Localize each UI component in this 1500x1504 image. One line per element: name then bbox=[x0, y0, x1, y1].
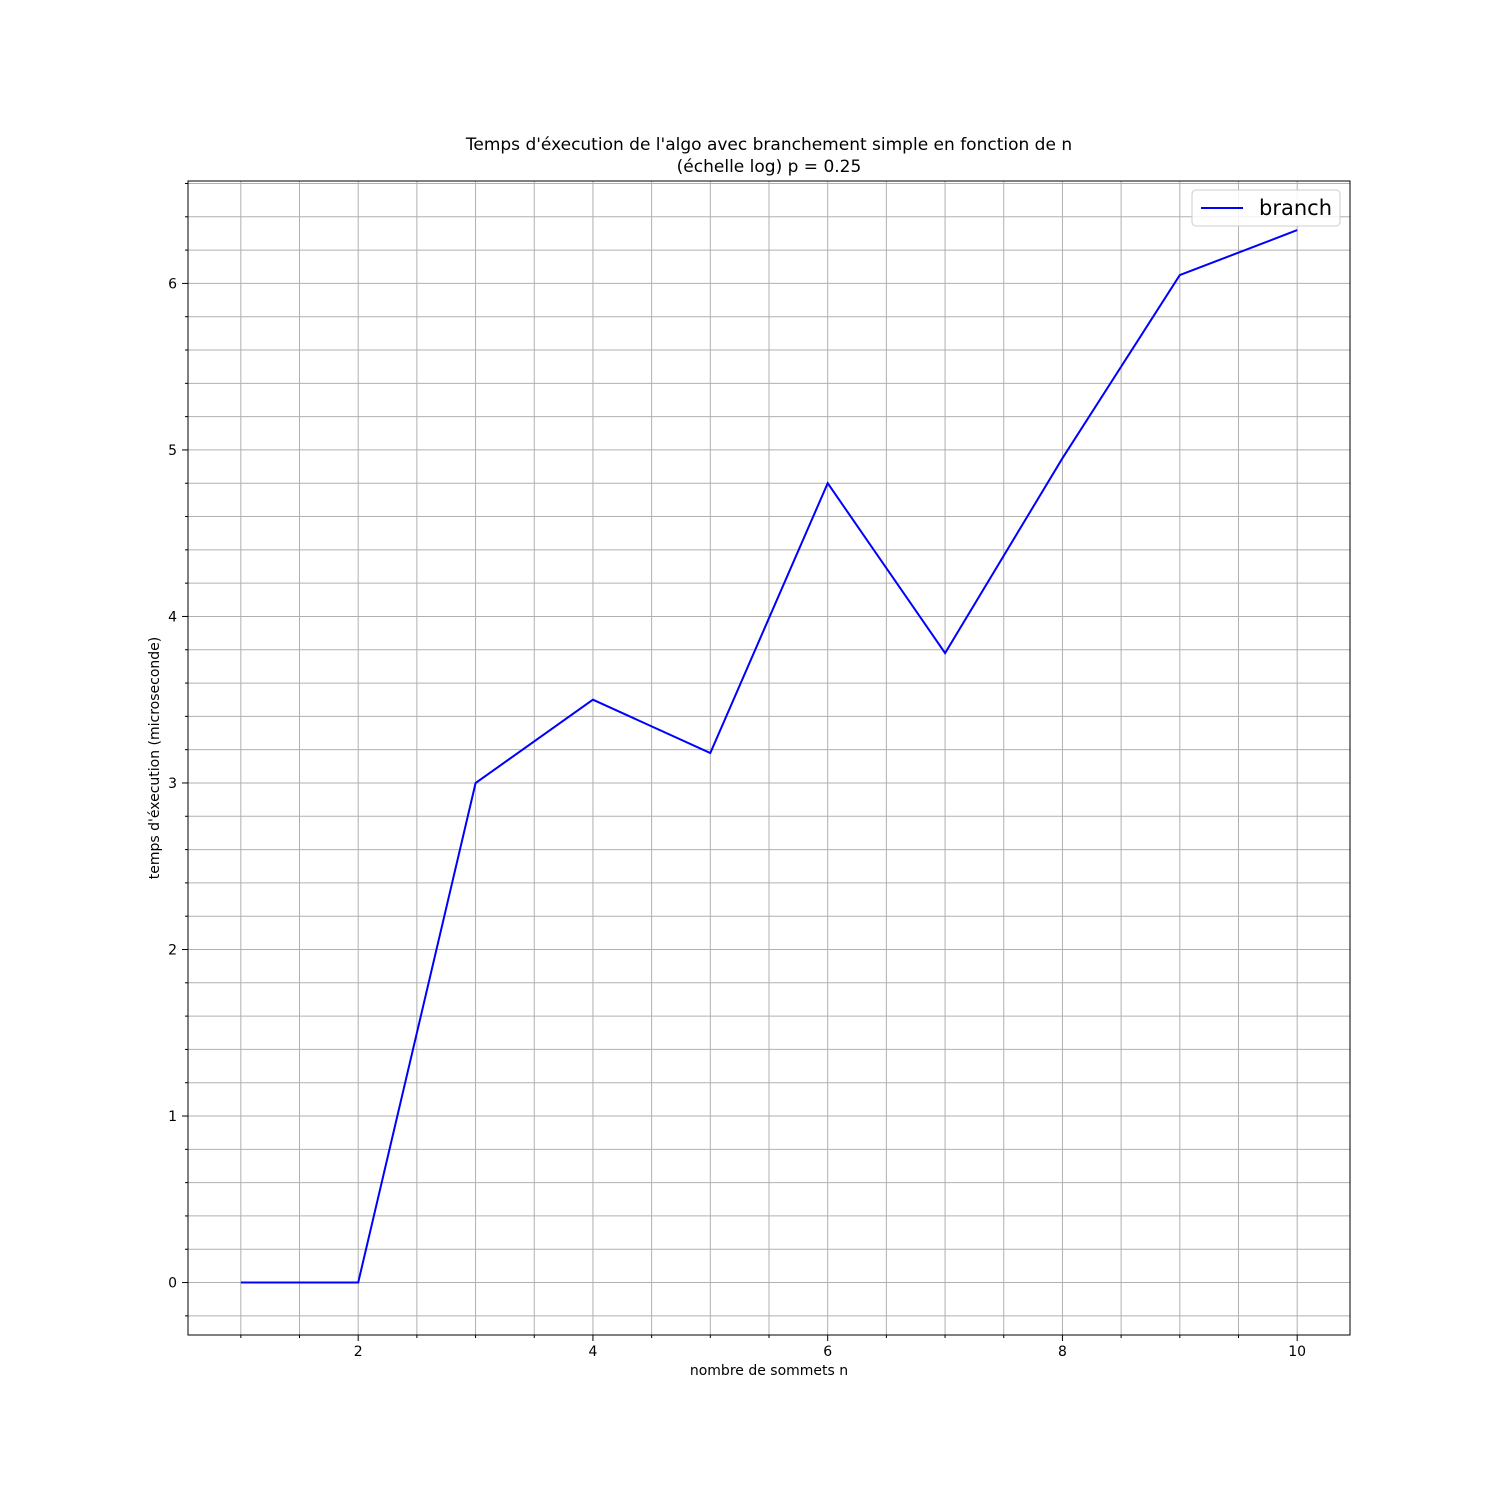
y-tick-label: 2 bbox=[168, 943, 177, 959]
y-tick-label: 0 bbox=[168, 1276, 177, 1292]
legend: branch bbox=[1192, 190, 1340, 226]
y-axis-label: temps d'éxecution (microseconde) bbox=[147, 637, 163, 879]
y-tick-label: 5 bbox=[168, 443, 177, 459]
y-tick-label: 6 bbox=[168, 276, 177, 292]
chart-subtitle: (échelle log) p = 0.25 bbox=[677, 157, 862, 177]
y-tick-label: 3 bbox=[168, 776, 177, 792]
x-tick-label: 8 bbox=[1058, 1344, 1067, 1360]
y-tick-label: 1 bbox=[168, 1109, 177, 1125]
chart-title: Temps d'éxecution de l'algo avec branche… bbox=[465, 135, 1072, 155]
legend-label-branch: branch bbox=[1259, 196, 1332, 220]
x-tick-label: 6 bbox=[823, 1344, 832, 1360]
y-tick-label: 4 bbox=[168, 609, 177, 625]
x-axis-label: nombre de sommets n bbox=[690, 1363, 848, 1379]
x-tick-label: 2 bbox=[354, 1344, 363, 1360]
x-tick-label: 10 bbox=[1288, 1344, 1306, 1360]
x-tick-label: 4 bbox=[588, 1344, 597, 1360]
